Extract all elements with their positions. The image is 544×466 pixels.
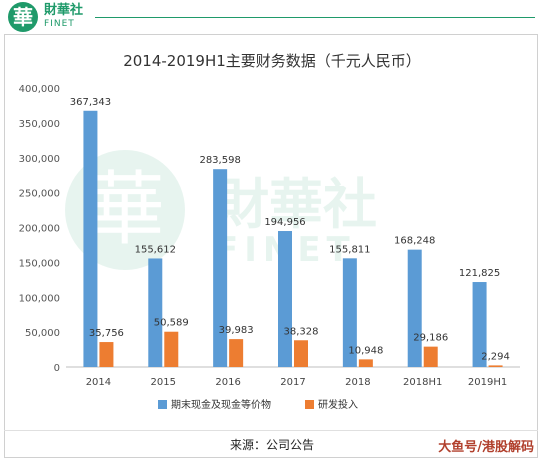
x-tick-label: 2015 — [151, 377, 176, 388]
data-label-cash: 168,248 — [394, 236, 435, 247]
bar-cash — [148, 258, 163, 367]
x-tick-label: 2014 — [86, 377, 111, 388]
data-label-cash: 155,612 — [135, 244, 176, 255]
data-label-cash: 194,956 — [264, 217, 305, 228]
data-label-cash: 155,811 — [329, 244, 370, 255]
corner-watermark: 大鱼号/港股解码 — [438, 440, 534, 455]
data-label-rnd: 50,589 — [154, 318, 189, 329]
legend-swatch-rnd — [305, 400, 314, 409]
legend-swatch-cash — [158, 400, 167, 409]
source-divider — [4, 430, 538, 431]
x-tick-label: 2019H1 — [468, 377, 507, 388]
data-label-cash: 121,825 — [459, 268, 500, 279]
x-tick-label: 2018 — [345, 377, 370, 388]
y-tick-label: 0 — [54, 363, 60, 374]
source-text: 来源：公司公告 — [229, 438, 314, 452]
bar-rnd — [294, 340, 308, 367]
y-tick-label: 250,000 — [19, 189, 60, 200]
chart-title: 2014-2019H1主要财务数据（千元人民币） — [123, 52, 421, 70]
x-tick-label: 2017 — [280, 377, 305, 388]
data-label-rnd: 2,294 — [481, 351, 510, 362]
bar-cash — [342, 258, 357, 367]
data-label-cash: 283,598 — [199, 155, 240, 166]
brand-sub: FINET — [44, 19, 75, 29]
bar-cash — [407, 249, 422, 367]
legend-label-rnd: 研发投入 — [318, 398, 358, 411]
bar-rnd — [229, 339, 244, 367]
data-label-cash: 367,343 — [70, 97, 111, 108]
data-label-rnd: 29,186 — [413, 333, 448, 344]
y-tick-label: 100,000 — [19, 293, 60, 304]
bar-cash — [83, 110, 98, 367]
header-divider — [95, 17, 535, 18]
y-tick-label: 150,000 — [19, 258, 60, 269]
x-tick-label: 2016 — [215, 377, 240, 388]
header-bar: 華 財華社 FINET — [0, 0, 544, 34]
chart-frame — [4, 34, 538, 458]
bar-rnd — [358, 359, 373, 367]
y-tick-label: 400,000 — [19, 84, 60, 95]
data-label-rnd: 35,756 — [89, 328, 124, 339]
legend-label-cash: 期末现金及现金等价物 — [171, 398, 271, 411]
data-label-rnd: 39,983 — [219, 325, 254, 336]
bar-rnd — [164, 331, 179, 367]
brand-logo-icon: 華 — [8, 2, 38, 32]
y-tick-label: 200,000 — [19, 224, 60, 235]
x-tick-label: 2018H1 — [403, 377, 442, 388]
data-label-rnd: 10,948 — [348, 345, 383, 356]
bar-rnd — [488, 365, 503, 367]
y-tick-label: 350,000 — [19, 119, 60, 130]
y-tick-label: 300,000 — [19, 154, 60, 165]
y-tick-label: 50,000 — [25, 328, 60, 339]
bar-cash — [472, 282, 487, 367]
brand-name: 財華社 — [44, 3, 84, 18]
bar-cash — [278, 231, 292, 367]
bar-rnd — [99, 342, 114, 367]
data-label-rnd: 38,328 — [284, 326, 319, 337]
bar-cash — [213, 169, 228, 367]
bar-rnd — [423, 346, 438, 367]
